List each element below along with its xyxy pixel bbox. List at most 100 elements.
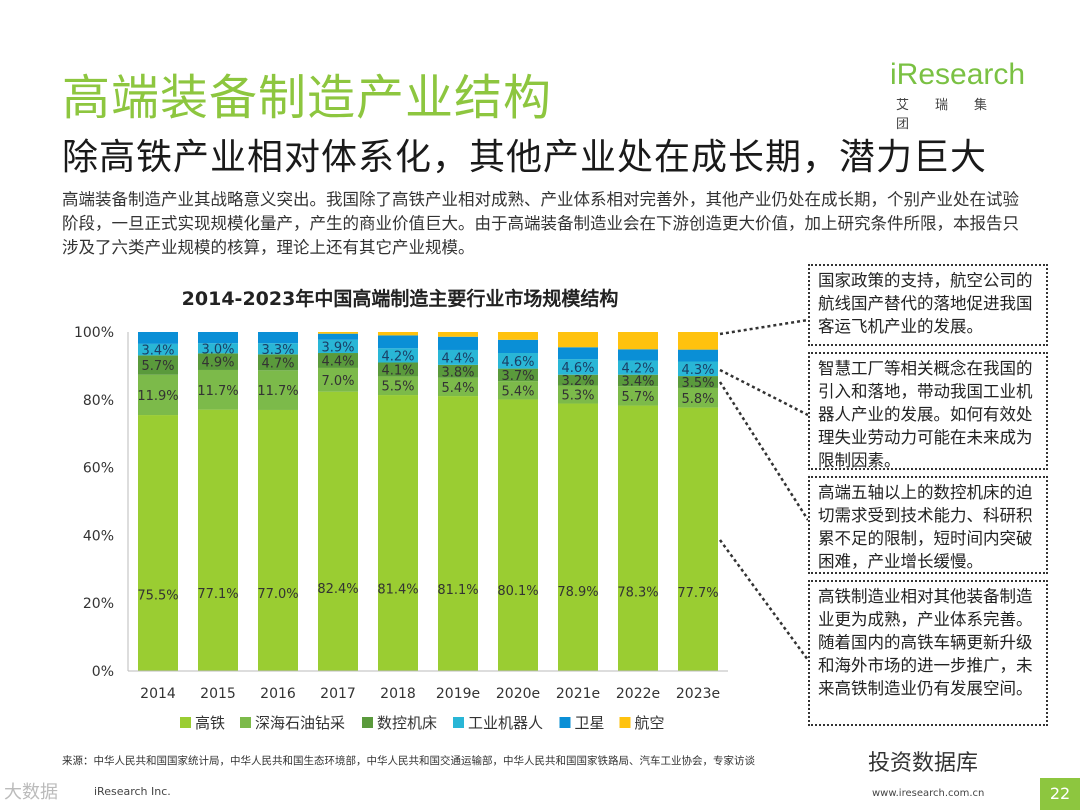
data-label: 11.9%: [137, 389, 178, 404]
logo-main-text: Research: [896, 58, 1026, 91]
data-label: 3.5%: [681, 376, 714, 391]
legend-swatch: [180, 717, 191, 728]
bar-segment: [678, 361, 718, 377]
page-number: 22: [1040, 778, 1080, 810]
bar-segment: [258, 343, 298, 355]
bar-segment: [258, 409, 298, 671]
bar-segment: [198, 353, 238, 370]
data-label: 5.4%: [441, 381, 474, 396]
data-label: 3.8%: [441, 365, 474, 380]
source-note: 来源：中华人民共和国国家统计局，中华人民共和国生态环境部，中华人民共和国交通运输…: [62, 755, 755, 767]
bar-segment: [138, 332, 178, 344]
data-label: 4.1%: [381, 363, 414, 378]
bar-segment: [498, 339, 538, 354]
callout-rail: 高铁制造业相对其他装备制造业更为成熟，产业体系完善。随着国内的高铁车辆更新升级和…: [808, 580, 1048, 726]
bar-segment: [438, 377, 478, 397]
bar-segment: [318, 367, 358, 392]
callout-connectors: [718, 318, 810, 661]
logo-sub-text: 艾瑞集团: [896, 98, 1014, 132]
bar-segment: [618, 349, 658, 361]
data-label: 77.0%: [257, 587, 298, 602]
data-label: 11.7%: [257, 384, 298, 399]
data-label: 4.3%: [681, 363, 714, 378]
legend-swatch: [362, 717, 373, 728]
bar-segment: [558, 374, 598, 386]
bar-segment: [498, 332, 538, 340]
data-label: 5.4%: [501, 384, 534, 399]
x-tick-label: 2023e: [676, 686, 720, 702]
data-label: 5.7%: [141, 359, 174, 374]
bar-segment: [618, 360, 658, 375]
bar-segment: [618, 332, 658, 350]
x-tick-label: 2017: [320, 686, 356, 702]
legend-label: 航空: [635, 714, 665, 732]
data-label: 81.4%: [377, 583, 418, 598]
legend-swatch: [619, 717, 631, 728]
bar-segment: [678, 376, 718, 388]
legend-swatch: [453, 717, 464, 728]
connector-line-3: [718, 381, 810, 521]
data-label: 3.9%: [321, 340, 354, 355]
bar-segment: [558, 332, 598, 348]
bar-segment: [378, 348, 418, 363]
chart-legend: 高铁 深海石油钻采 数控机床 工业机器人 卫星 航空: [180, 714, 665, 732]
bar-segment: [438, 396, 478, 671]
bar-segment: [438, 332, 478, 337]
bar-segment: [438, 336, 478, 350]
bar-segment: [678, 387, 718, 408]
bar-segment: [678, 349, 718, 362]
bar-segment: [318, 353, 358, 368]
x-tick-label: 2021e: [556, 686, 600, 702]
bar-segment: [558, 403, 598, 671]
bar-segment: [378, 376, 418, 396]
data-label: 77.7%: [677, 586, 718, 601]
x-tick-label: 2020e: [496, 686, 540, 702]
x-tick-label: 2015: [200, 686, 236, 702]
bar-segment: [138, 355, 178, 375]
data-label: 5.3%: [561, 389, 594, 404]
data-label: 78.9%: [557, 585, 598, 600]
y-tick-label: 80%: [83, 393, 114, 409]
data-label: 11.7%: [197, 384, 238, 399]
page-title: 高端装备制造产业结构: [62, 70, 553, 126]
bar-segment: [198, 369, 238, 410]
bar-segment: [378, 362, 418, 377]
bar-segment: [318, 332, 358, 334]
data-label: 77.1%: [197, 587, 238, 602]
bar-segment: [498, 381, 538, 400]
chart-title: 2014-2023年中国高端制造主要行业市场规模结构: [182, 287, 619, 310]
bar-segment: [618, 386, 658, 406]
connector-line-1: [719, 318, 809, 336]
data-label: 5.8%: [681, 392, 714, 407]
bar-segment: [558, 385, 598, 404]
bar-segment: [618, 374, 658, 387]
data-label: 4.4%: [321, 354, 354, 369]
bar-segment: [558, 359, 598, 375]
bar-segment: [198, 343, 238, 354]
y-axis: 0% 20% 40% 60% 80% 100%: [74, 325, 129, 680]
bar-segment: [138, 415, 178, 671]
callout-robotics: 智慧工厂等相关概念在我国的引入和落地，带动我国工业机器人产业的发展。如何有效处理…: [808, 352, 1048, 470]
intro-paragraph: 高端装备制造产业其战略意义突出。我国除了高铁产业相对成熟、产业体系相对完善外，其…: [62, 190, 1019, 257]
data-label: 5.7%: [621, 390, 654, 405]
data-label: 4.4%: [441, 351, 474, 366]
iresearch-logo: iResearch 艾瑞集团: [890, 58, 1040, 132]
bar-segment: [138, 374, 178, 416]
bar-segment: [138, 343, 178, 356]
legend-label: 工业机器人: [468, 714, 543, 732]
bar-segment: [438, 349, 478, 365]
data-label: 3.0%: [201, 342, 234, 357]
bar-group: 75.5%11.9%5.7%3.4%77.1%11.7%4.9%3.0%77.0…: [137, 332, 719, 671]
data-label: 3.3%: [261, 343, 294, 358]
bar-segment: [378, 395, 418, 671]
bar-segment: [378, 332, 418, 336]
connector-line-4: [718, 539, 810, 661]
callout-cnc: 高端五轴以上的数控机床的迫切需求受到技术能力、科研积累不足的限制，短时间内突破困…: [808, 476, 1048, 574]
bar-segment: [318, 391, 358, 671]
data-label: 78.3%: [617, 586, 658, 601]
bar-segment: [558, 347, 598, 360]
data-label: 7.0%: [321, 374, 354, 389]
bar-segment: [678, 332, 718, 350]
data-label: 81.1%: [437, 583, 478, 598]
